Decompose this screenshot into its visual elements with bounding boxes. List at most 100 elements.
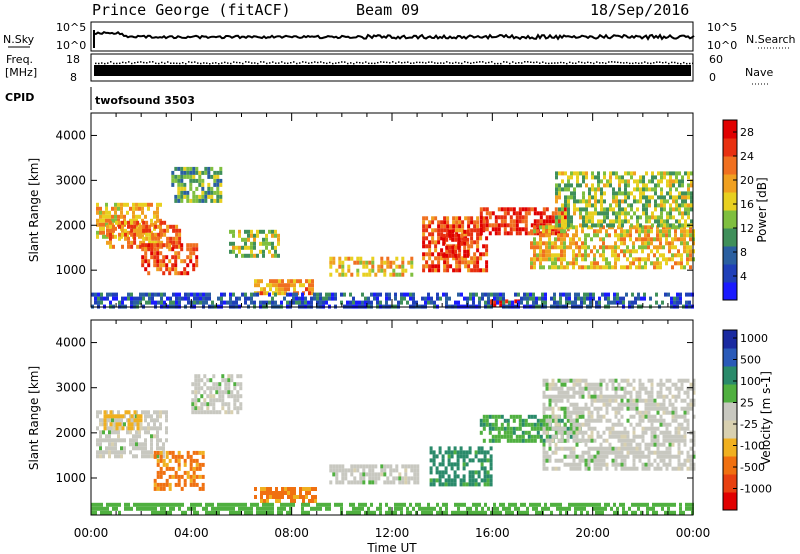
data-cell [641, 257, 644, 262]
data-cell [136, 244, 140, 249]
colorbar-tick-label: 24 [740, 150, 754, 163]
data-cell [635, 398, 639, 403]
data-cell [189, 174, 193, 179]
data-cell [563, 253, 566, 258]
data-cell [201, 190, 205, 195]
data-cell [668, 233, 671, 238]
data-cell [489, 458, 493, 463]
data-cell [489, 482, 493, 487]
data-cell [340, 502, 343, 507]
data-cell [686, 245, 689, 250]
data-cell [554, 261, 557, 266]
data-cell [569, 430, 573, 435]
data-cell [635, 237, 638, 242]
data-cell [612, 195, 615, 200]
data-cell [126, 230, 129, 235]
data-cell [194, 394, 198, 399]
data-cell [260, 495, 263, 499]
data-cell [494, 422, 498, 427]
colorbar-tick-label: 500 [740, 354, 761, 367]
data-cell [634, 502, 637, 507]
data-cell [639, 195, 642, 200]
data-cell [114, 446, 117, 451]
data-cell [562, 292, 565, 297]
data-cell [159, 243, 163, 248]
data-cell [573, 195, 576, 200]
data-cell [186, 190, 190, 195]
data-cell [687, 187, 690, 192]
data-cell [680, 378, 684, 383]
data-cell [145, 228, 149, 233]
nave-point [347, 62, 349, 65]
data-cell [425, 224, 429, 229]
colorbar-swatch [723, 366, 737, 385]
nave-point [416, 61, 418, 64]
data-cell [102, 438, 105, 443]
data-cell [566, 398, 570, 403]
data-cell [260, 499, 263, 503]
data-cell [644, 257, 647, 262]
data-cell [418, 506, 421, 511]
data-cell [665, 422, 669, 427]
data-cell [112, 426, 116, 431]
nave-point [602, 62, 604, 64]
data-cell [499, 292, 502, 297]
nave-point [389, 62, 391, 64]
data-cell [388, 506, 391, 511]
data-cell [174, 454, 178, 459]
data-cell [219, 194, 223, 199]
data-cell [584, 442, 588, 447]
data-cell [627, 203, 630, 208]
data-cell [353, 260, 357, 265]
data-cell [301, 296, 304, 301]
data-cell [485, 219, 489, 224]
data-cell [455, 256, 459, 261]
data-cell [148, 236, 152, 241]
data-cell [581, 386, 585, 391]
data-cell [605, 398, 609, 403]
data-cell [148, 292, 151, 297]
data-cell [171, 182, 175, 187]
colorbar-tick-label: 12 [740, 222, 754, 235]
data-cell [461, 256, 465, 261]
data-cell [114, 234, 117, 239]
data-cell [647, 442, 651, 447]
data-cell [374, 476, 378, 481]
data-cell [653, 406, 657, 411]
colorbar-tick-label: -100 [740, 440, 765, 453]
data-cell [465, 450, 469, 455]
data-cell [485, 252, 489, 257]
data-cell [608, 265, 611, 270]
data-cell [644, 462, 648, 467]
data-cell [673, 510, 676, 515]
data-cell [118, 232, 121, 237]
data-cell [193, 506, 196, 511]
data-cell [244, 229, 247, 234]
data-cell [217, 506, 220, 511]
data-cell [602, 446, 606, 451]
data-cell [458, 264, 462, 269]
data-cell [593, 261, 596, 266]
data-cell [229, 241, 232, 246]
data-cell [621, 207, 624, 212]
nave-point [470, 62, 472, 65]
data-cell [112, 414, 116, 419]
data-cell [154, 236, 158, 241]
nave-point [608, 61, 610, 63]
data-cell [669, 215, 672, 220]
data-cell [551, 382, 555, 387]
data-cell [588, 203, 591, 208]
data-cell [687, 211, 690, 216]
data-cell [467, 264, 471, 269]
data-cell [575, 422, 579, 427]
data-cell [434, 244, 438, 249]
data-cell [151, 296, 154, 301]
data-cell [147, 206, 150, 211]
data-cell [476, 240, 480, 245]
data-cell [668, 402, 672, 407]
data-cell [636, 183, 639, 188]
data-cell [539, 418, 543, 423]
data-cell [638, 454, 642, 459]
data-cell [135, 446, 138, 451]
data-cell [569, 261, 572, 266]
